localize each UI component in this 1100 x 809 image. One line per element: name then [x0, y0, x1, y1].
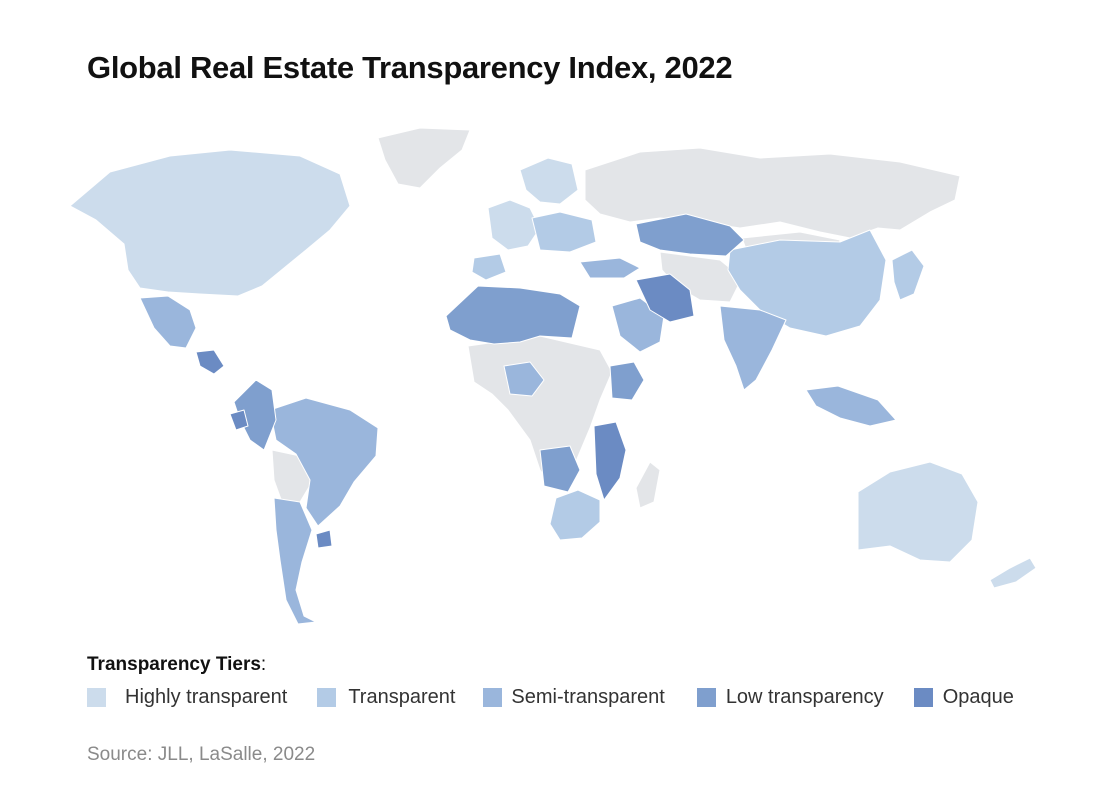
ecuador-region	[229, 409, 249, 431]
central-asia-region	[659, 251, 743, 303]
madagascar-region	[635, 461, 661, 509]
no-data-regions	[271, 127, 961, 509]
china-region	[727, 229, 887, 337]
southern-africa-region	[549, 489, 601, 541]
argentina-chile-region	[273, 497, 317, 625]
nigeria-region	[503, 361, 545, 397]
legend-swatch-opaque	[913, 688, 933, 707]
iran-region	[635, 273, 695, 323]
africa-interior-region	[467, 335, 613, 487]
saudi-arabia-region	[611, 297, 665, 353]
greenland-region	[377, 127, 471, 189]
nordics-region	[519, 157, 579, 205]
legend-item-opaque: Opaque	[913, 686, 1014, 709]
legend-heading-suffix: :	[260, 654, 267, 675]
legend-item-low-transparency: Low transparency	[696, 686, 884, 709]
angola-region	[539, 445, 581, 493]
tier-highly-transparent-regions	[69, 149, 1037, 589]
central-europe-region	[531, 211, 597, 253]
legend-label-opaque: Opaque	[942, 686, 1014, 708]
japan-korea-region	[891, 249, 925, 301]
uruguay-region	[315, 529, 333, 549]
kazakhstan-region	[635, 213, 745, 257]
brazil-region	[269, 397, 379, 527]
legend: Highly transparent Transparent Semi-tran…	[87, 686, 1014, 709]
legend-label-highly-transparent: Highly transparent	[125, 686, 288, 708]
india-region	[719, 305, 787, 391]
australia-region	[857, 461, 979, 563]
new-zealand-region	[989, 557, 1037, 589]
legend-swatch-highly-transparent	[87, 688, 106, 707]
mexico-region	[139, 295, 197, 349]
tier-transparent-regions	[471, 211, 925, 541]
central-america-region	[195, 349, 225, 375]
western-europe-region	[487, 199, 541, 251]
east-africa-region	[593, 421, 627, 501]
legend-swatch-transparent	[317, 688, 337, 707]
ethiopia-region	[609, 361, 645, 401]
iberia-region	[471, 253, 507, 281]
legend-label-low-transparency: Low transparency	[725, 686, 884, 708]
legend-label-semi-transparent: Semi-transparent	[511, 686, 665, 708]
legend-item-semi-transparent: Semi-transparent	[483, 686, 665, 709]
legend-swatch-semi-transparent	[483, 688, 503, 707]
world-map-svg	[69, 127, 1037, 625]
tier-opaque-regions	[195, 273, 695, 549]
legend-heading-label: Transparency Tiers	[87, 654, 261, 675]
north-africa-region	[445, 285, 581, 345]
turkey-region	[579, 257, 641, 279]
world-map	[0, 110, 1100, 635]
legend-item-transparent: Transparent	[317, 686, 455, 709]
tier-low-transparency-regions	[233, 213, 745, 493]
chart-title: Global Real Estate Transparency Index, 2…	[87, 50, 733, 85]
north-america-region	[69, 149, 351, 297]
source-note: Source: JLL, LaSalle, 2022	[87, 744, 316, 765]
legend-item-highly-transparent: Highly transparent	[87, 686, 287, 709]
legend-label-transparent: Transparent	[348, 686, 456, 708]
tier-semi-transparent-regions	[139, 257, 897, 625]
legend-heading: Transparency Tiers:	[87, 654, 266, 676]
legend-swatch-low-transparency	[696, 688, 716, 707]
southeast-asia-region	[805, 385, 897, 427]
